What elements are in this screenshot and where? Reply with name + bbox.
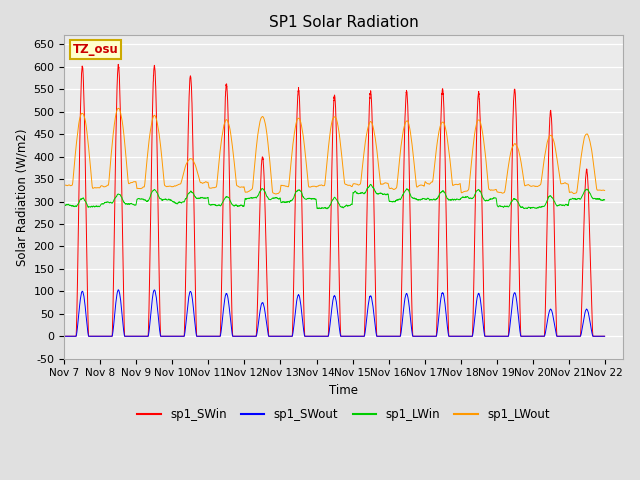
sp1_SWout xyxy=(600,334,608,339)
sp1_LWout xyxy=(456,181,463,187)
sp1_SWin xyxy=(486,334,494,339)
Title: SP1 Solar Radiation: SP1 Solar Radiation xyxy=(269,15,419,30)
sp1_LWout xyxy=(601,188,609,193)
sp1_LWout xyxy=(486,187,494,193)
sp1_SWin xyxy=(115,61,122,67)
sp1_SWin xyxy=(61,334,68,339)
sp1_SWin xyxy=(600,334,608,339)
sp1_LWout xyxy=(426,181,433,187)
sp1_SWout xyxy=(426,334,433,339)
sp1_SWin xyxy=(157,334,165,339)
sp1_LWin xyxy=(486,196,494,202)
sp1_LWin xyxy=(426,197,433,203)
sp1_SWout xyxy=(157,334,165,339)
Line: sp1_SWout: sp1_SWout xyxy=(65,290,605,336)
Line: sp1_SWin: sp1_SWin xyxy=(65,64,605,336)
sp1_LWin xyxy=(600,197,608,203)
sp1_LWout xyxy=(272,191,280,197)
sp1_LWin xyxy=(323,206,331,212)
sp1_LWin xyxy=(456,197,463,203)
sp1_SWout xyxy=(61,334,68,339)
sp1_SWin xyxy=(601,334,609,339)
sp1_LWin xyxy=(314,206,322,212)
sp1_LWin xyxy=(157,196,165,202)
sp1_SWout xyxy=(314,334,322,339)
sp1_LWout xyxy=(115,106,122,111)
sp1_SWout xyxy=(115,287,122,293)
sp1_SWout xyxy=(486,334,494,339)
sp1_LWin xyxy=(601,197,609,203)
sp1_SWin xyxy=(456,334,463,339)
sp1_LWout xyxy=(157,153,165,158)
Text: TZ_osu: TZ_osu xyxy=(73,43,118,57)
sp1_LWin xyxy=(61,202,68,208)
sp1_SWout xyxy=(601,334,609,339)
X-axis label: Time: Time xyxy=(329,384,358,397)
Y-axis label: Solar Radiation (W/m2): Solar Radiation (W/m2) xyxy=(15,128,28,266)
sp1_SWin xyxy=(314,334,322,339)
Line: sp1_LWin: sp1_LWin xyxy=(65,184,605,209)
Legend: sp1_SWin, sp1_SWout, sp1_LWin, sp1_LWout: sp1_SWin, sp1_SWout, sp1_LWin, sp1_LWout xyxy=(132,403,555,426)
sp1_SWout xyxy=(456,334,463,339)
sp1_LWin xyxy=(367,181,374,187)
sp1_LWout xyxy=(600,187,608,193)
sp1_LWout xyxy=(61,182,68,188)
Line: sp1_LWout: sp1_LWout xyxy=(65,108,605,194)
sp1_SWin xyxy=(426,334,433,339)
sp1_LWout xyxy=(315,183,323,189)
